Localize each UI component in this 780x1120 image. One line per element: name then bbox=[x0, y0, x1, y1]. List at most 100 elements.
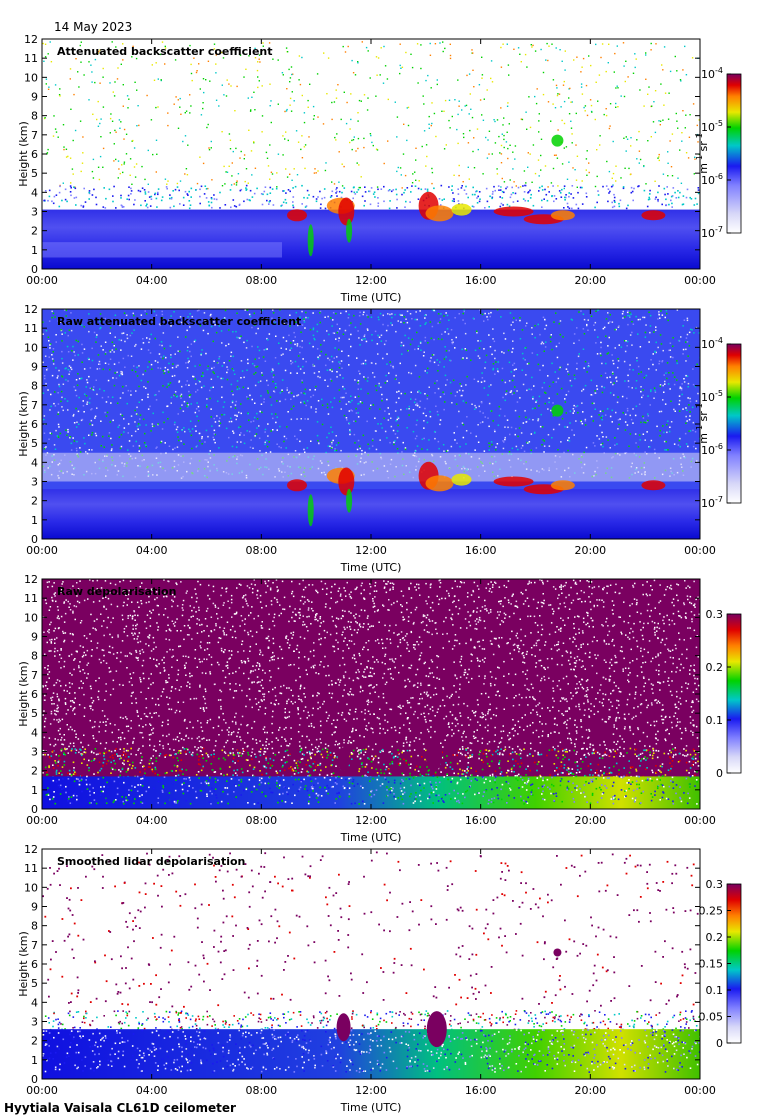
noise-pixel bbox=[426, 704, 429, 707]
noise-pixel bbox=[247, 413, 249, 415]
noise-pixel bbox=[357, 330, 359, 332]
noise-pixel bbox=[574, 582, 577, 585]
noise-pixel bbox=[238, 203, 241, 206]
noise-pixel bbox=[390, 190, 393, 193]
noise-pixel bbox=[167, 616, 169, 619]
noise-pixel bbox=[545, 341, 547, 343]
noise-pixel bbox=[414, 185, 417, 187]
noise-pixel bbox=[585, 84, 588, 87]
noise-pixel bbox=[267, 435, 269, 437]
noise-pixel bbox=[315, 198, 318, 200]
noise-pixel bbox=[572, 599, 575, 602]
noise-pixel bbox=[490, 311, 492, 314]
noise-pixel bbox=[119, 127, 121, 129]
noise-pixel bbox=[559, 333, 562, 336]
noise-pixel bbox=[552, 185, 554, 187]
noise-pixel bbox=[256, 69, 259, 72]
noise-pixel bbox=[191, 79, 193, 82]
noise-pixel bbox=[275, 187, 278, 190]
noise-pixel bbox=[366, 380, 369, 382]
noise-pixel bbox=[225, 95, 228, 97]
noise-pixel bbox=[397, 424, 399, 427]
noise-pixel bbox=[376, 149, 379, 151]
noise-pixel bbox=[464, 332, 467, 335]
noise-pixel bbox=[669, 656, 672, 659]
noise-pixel bbox=[169, 206, 172, 209]
noise-pixel bbox=[175, 364, 178, 367]
noise-pixel bbox=[75, 426, 78, 428]
noise-pixel bbox=[515, 445, 518, 448]
noise-pixel bbox=[304, 327, 306, 329]
noise-pixel bbox=[314, 168, 316, 170]
noise-pixel bbox=[211, 367, 213, 370]
noise-pixel bbox=[575, 112, 577, 115]
noise-pixel bbox=[78, 687, 80, 689]
noise-pixel bbox=[332, 719, 335, 721]
noise-pixel bbox=[680, 389, 683, 391]
noise-pixel bbox=[235, 182, 238, 184]
noise-pixel bbox=[225, 171, 227, 173]
noise-pixel bbox=[286, 716, 289, 719]
noise-pixel bbox=[109, 722, 112, 725]
noise-pixel bbox=[164, 608, 167, 610]
noise-pixel bbox=[150, 119, 153, 121]
noise-pixel bbox=[232, 331, 234, 333]
noise-pixel bbox=[434, 392, 436, 394]
noise-pixel bbox=[405, 51, 407, 54]
noise-pixel bbox=[259, 665, 261, 667]
noise-pixel bbox=[113, 143, 115, 145]
noise-pixel bbox=[209, 314, 212, 317]
noise-pixel bbox=[588, 162, 590, 164]
noise-pixel bbox=[459, 445, 461, 448]
noise-pixel bbox=[457, 142, 459, 145]
noise-pixel bbox=[358, 671, 360, 673]
noise-pixel bbox=[515, 368, 517, 370]
noise-pixel bbox=[611, 321, 614, 323]
noise-pixel bbox=[158, 344, 161, 346]
noise-pixel bbox=[595, 698, 597, 700]
noise-pixel bbox=[312, 328, 315, 331]
noise-pixel bbox=[525, 184, 527, 187]
noise-pixel bbox=[664, 449, 666, 451]
noise-pixel bbox=[622, 668, 624, 670]
noise-pixel bbox=[665, 204, 668, 206]
noise-pixel bbox=[378, 642, 380, 644]
noise-pixel bbox=[488, 449, 490, 451]
noise-pixel bbox=[57, 403, 60, 405]
noise-pixel bbox=[429, 411, 431, 413]
noise-pixel bbox=[644, 336, 647, 338]
noise-pixel bbox=[291, 179, 293, 181]
noise-pixel bbox=[357, 416, 360, 418]
noise-pixel bbox=[135, 697, 137, 700]
noise-pixel bbox=[329, 196, 332, 198]
noise-pixel bbox=[317, 400, 320, 402]
noise-pixel bbox=[526, 650, 528, 653]
noise-pixel bbox=[190, 343, 193, 345]
noise-pixel bbox=[106, 411, 109, 414]
noise-pixel bbox=[177, 364, 179, 367]
noise-pixel bbox=[648, 341, 650, 343]
noise-pixel bbox=[68, 373, 70, 375]
noise-pixel bbox=[662, 349, 664, 352]
noise-pixel bbox=[467, 752, 469, 754]
noise-pixel bbox=[99, 122, 101, 125]
noise-pixel bbox=[592, 749, 595, 752]
noise-pixel bbox=[256, 427, 258, 429]
noise-pixel bbox=[485, 187, 488, 190]
noise-pixel bbox=[398, 732, 401, 734]
noise-pixel bbox=[69, 78, 71, 80]
noise-pixel bbox=[63, 309, 66, 311]
noise-pixel bbox=[605, 436, 608, 438]
noise-pixel bbox=[339, 664, 341, 667]
noise-pixel bbox=[42, 321, 44, 323]
noise-pixel bbox=[667, 151, 669, 153]
noise-pixel bbox=[498, 753, 501, 756]
noise-pixel bbox=[200, 352, 203, 355]
noise-pixel bbox=[226, 739, 229, 742]
noise-pixel bbox=[292, 340, 295, 342]
noise-pixel bbox=[207, 332, 209, 335]
noise-pixel bbox=[108, 188, 111, 191]
noise-pixel bbox=[43, 710, 45, 712]
noise-pixel bbox=[82, 136, 84, 138]
noise-pixel bbox=[90, 419, 93, 422]
